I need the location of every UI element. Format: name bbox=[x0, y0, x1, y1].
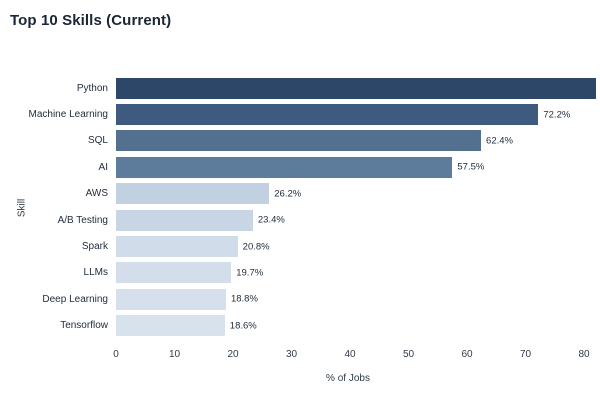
x-tick-label: 30 bbox=[285, 349, 298, 360]
bar-value-label: 18.8% bbox=[230, 293, 258, 305]
bar-row: Tensorflow 18.6% bbox=[0, 313, 600, 339]
bar-row: Deep Learning 18.8% bbox=[0, 286, 600, 312]
bar-row: SQL 62.4% bbox=[0, 128, 600, 154]
bar-row: Spark 20.8% bbox=[0, 233, 600, 259]
bar-row: AI 57.5% bbox=[0, 154, 600, 180]
category-label: LLMs bbox=[83, 267, 108, 279]
x-tick-label: 0 bbox=[113, 349, 119, 360]
bar-track: 72.2% bbox=[116, 104, 600, 126]
bar-value-label: 72.2% bbox=[543, 109, 571, 121]
bar bbox=[116, 236, 238, 258]
category-label: Deep Learning bbox=[42, 293, 108, 305]
bar-track: 57.5% bbox=[116, 156, 600, 178]
bar-value-label: 18.6% bbox=[229, 320, 257, 332]
category-label: Spark bbox=[81, 241, 108, 253]
category-label: SQL bbox=[87, 135, 108, 147]
bar-track: 62.4% bbox=[116, 130, 600, 152]
bar-row: Machine Learning 72.2% bbox=[0, 101, 600, 127]
x-tick-label: 60 bbox=[461, 349, 473, 360]
bar-track bbox=[116, 77, 600, 99]
bar-track: 18.6% bbox=[116, 315, 600, 337]
category-label: Python bbox=[76, 82, 108, 94]
bar bbox=[116, 77, 596, 99]
x-axis-title-wrap: % of Jobs bbox=[116, 368, 580, 386]
bar-value-label: 26.2% bbox=[274, 188, 302, 200]
bar-row: A/B Testing 23.4% bbox=[0, 207, 600, 233]
bar-row: AWS 26.2% bbox=[0, 181, 600, 207]
x-tick-label: 50 bbox=[402, 349, 415, 360]
bar-row: LLMs 19.7% bbox=[0, 260, 600, 286]
bar bbox=[116, 209, 253, 231]
x-tick-label: 40 bbox=[344, 349, 356, 360]
bar-value-label: 23.4% bbox=[257, 214, 285, 226]
bar-value-label: 62.4% bbox=[486, 135, 513, 147]
x-tick-label: 10 bbox=[168, 349, 181, 360]
bar-track: 23.4% bbox=[116, 209, 600, 231]
bar-value-label: 57.5% bbox=[457, 161, 485, 173]
bar bbox=[116, 288, 226, 310]
bar-row: Python bbox=[0, 75, 600, 101]
bar bbox=[116, 183, 270, 205]
bar bbox=[116, 315, 225, 337]
x-axis-title: % of Jobs bbox=[326, 373, 370, 384]
category-label: A/B Testing bbox=[57, 214, 108, 226]
x-tick-label: 70 bbox=[519, 349, 532, 360]
x-tick-label: 80 bbox=[578, 349, 590, 360]
bar-value-label: 19.7% bbox=[236, 267, 264, 279]
category-label: Machine Learning bbox=[28, 109, 109, 121]
bar-track: 19.7% bbox=[116, 262, 600, 284]
category-label: AWS bbox=[85, 188, 108, 200]
category-label: AI bbox=[98, 161, 108, 173]
x-tick-label: 20 bbox=[227, 349, 239, 360]
bar bbox=[116, 104, 539, 126]
bar bbox=[116, 130, 482, 152]
bar bbox=[116, 156, 453, 178]
bar-track: 18.8% bbox=[116, 288, 600, 310]
bar bbox=[116, 262, 232, 284]
category-label: Tensorflow bbox=[60, 320, 108, 332]
bar-track: 26.2% bbox=[116, 183, 600, 205]
chart-title: Top 10 Skills (Current) bbox=[10, 12, 172, 29]
x-axis: 0 10 20 30 40 50 60 70 80 bbox=[113, 349, 600, 363]
plot-area: Python Machine Learning 72.2% SQL 62.4% AI 57.… bbox=[0, 75, 600, 339]
bar-value-label: 20.8% bbox=[242, 241, 270, 253]
bar-track: 20.8% bbox=[116, 236, 600, 258]
